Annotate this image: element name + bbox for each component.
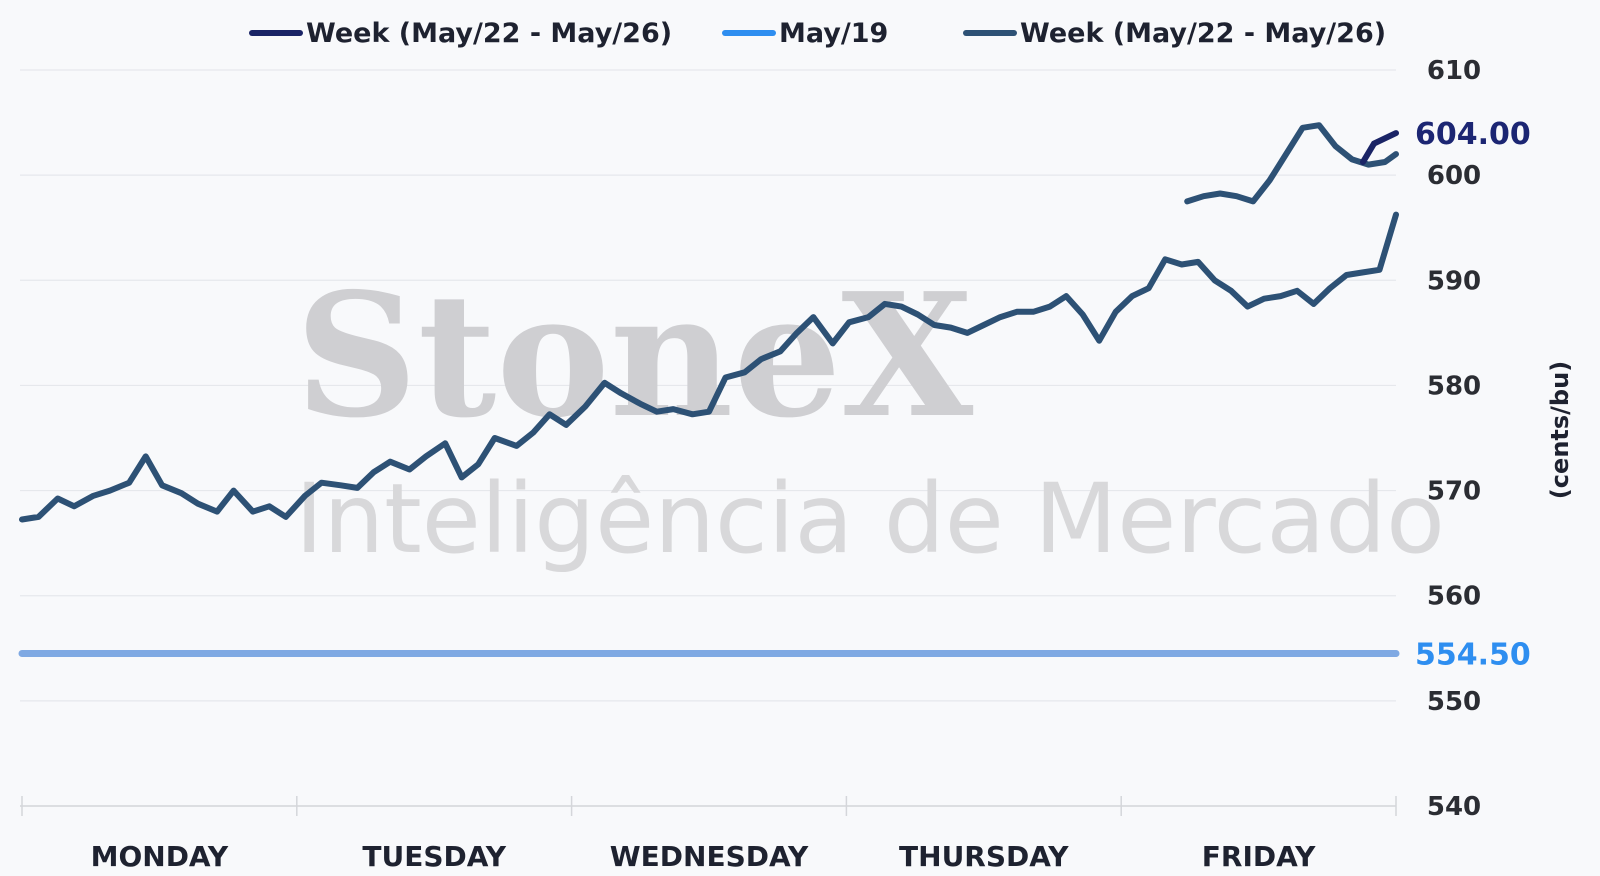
y-axis-label: (cents/bu) [1546, 361, 1574, 499]
y-axis-ticks: 540 550 560 570 580 590 600 610 [1427, 56, 1481, 822]
legend-label: Week (May/22 - May/26) [1020, 18, 1386, 49]
series-line-week [19, 211, 1399, 523]
y-tick-label: 600 [1427, 161, 1481, 191]
x-tick-label: FRIDAY [1202, 840, 1316, 873]
legend-label: Week (May/22 - May/26) [306, 18, 672, 49]
y-tick-label: 560 [1427, 582, 1481, 612]
series-line-week-end [1360, 130, 1399, 165]
last-value-labels: 604.00 554.50 [1415, 117, 1531, 672]
x-tick-label: WEDNESDAY [610, 840, 809, 873]
watermark-brand: StoneX [295, 256, 973, 456]
watermark: StoneX Inteligência de Mercado [295, 256, 1445, 575]
x-tick-label: TUESDAY [362, 840, 506, 873]
y-tick-label: 590 [1427, 266, 1481, 296]
x-tick-label: THURSDAY [899, 840, 1069, 873]
series-layer [18, 122, 1400, 657]
legend-label: May/19 [779, 18, 888, 49]
x-axis-ticks: MONDAY TUESDAY WEDNESDAY THURSDAY FRIDAY [91, 840, 1317, 873]
x-tick-label: MONDAY [91, 840, 229, 873]
series-line-week-tail [1184, 122, 1399, 205]
y-tick-label: 570 [1427, 477, 1481, 507]
y-tick-label: 610 [1427, 56, 1481, 86]
last-value-label: 604.00 [1415, 117, 1531, 152]
watermark-subtitle: Inteligência de Mercado [295, 463, 1445, 575]
y-tick-label: 550 [1427, 687, 1481, 717]
grid-lines [20, 69, 1396, 807]
x-axis [20, 796, 1397, 816]
legend: Week (May/22 - May/26) May/19 Week (May/22… [249, 18, 1386, 49]
y-tick-label: 580 [1427, 371, 1481, 401]
last-value-label: 554.50 [1415, 638, 1531, 673]
y-tick-label: 540 [1427, 792, 1481, 822]
